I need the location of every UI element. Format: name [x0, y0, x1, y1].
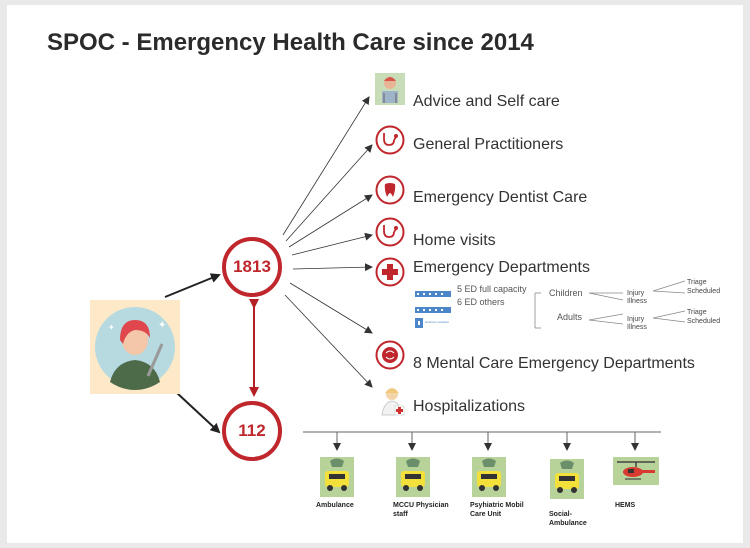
arrow-to-112 [176, 392, 221, 434]
arrow-to-1813 [164, 273, 221, 298]
patient-card: ✦ ✦ [90, 300, 180, 394]
ed-adults-injury: Injury [627, 316, 645, 323]
physician-car-icon [396, 457, 430, 497]
vehicle-label-ambulance: Ambulance [316, 502, 354, 509]
helicopter-icon [613, 457, 659, 485]
service-label-home: Home visits [413, 232, 496, 249]
stethoscope-icon [375, 217, 405, 247]
ed-children: Children [549, 288, 583, 298]
vehicle-label-psychiatric: Psyhiatric Mobil Care Unit [470, 502, 524, 518]
ed-adults-scheduled: Scheduled [687, 318, 721, 325]
vehicle-label-mccu: MCCU Physician staff [393, 502, 449, 518]
service-label-hospitalizations: Hospitalizations [413, 398, 526, 415]
slide: SPOC - Emergency Health Care since 2014 [7, 5, 743, 543]
ed-adults: Adults [557, 312, 583, 322]
svg-text:✦: ✦ [108, 323, 115, 332]
service-label-advice: Advice and Self care [413, 93, 560, 110]
red-cross-icon [375, 257, 405, 287]
social-ambulance-icon [550, 459, 584, 499]
self-care-icon [375, 73, 405, 105]
node-112: 112 [222, 401, 282, 461]
ed-children-scheduled: Scheduled [687, 288, 721, 295]
connector-arrows [164, 96, 686, 451]
ambulance-icon [320, 457, 354, 497]
service-label-dentist: Emergency Dentist Care [413, 189, 588, 206]
node-1813: 1813 [222, 237, 282, 297]
svg-text:✦: ✦ [158, 320, 166, 331]
service-label-ed: Emergency Departments [413, 259, 590, 276]
vehicle-label-social: Social-Ambulance [549, 511, 587, 527]
service-label-mental: 8 Mental Care Emergency Departments [413, 355, 695, 372]
nurse-icon [379, 385, 409, 417]
service-label-gp: General Practitioners [413, 136, 564, 153]
patient-icon: ✦ ✦ [95, 307, 175, 390]
hospital-caption: Hvidovre Hospital [425, 320, 449, 324]
stethoscope-icon [375, 125, 405, 155]
ed-adults-triage: Triage [687, 309, 707, 316]
ed-others: 6 ED others [457, 297, 505, 307]
ed-children-illness: Illness [627, 298, 647, 305]
vehicle-label-hems: HEMS [615, 502, 636, 509]
page-title: SPOC - Emergency Health Care since 2014 [47, 29, 534, 56]
tooth-icon [375, 175, 405, 205]
ed-children-triage: Triage [687, 279, 707, 286]
hospital-icon [415, 291, 451, 328]
ed-adults-illness: Illness [627, 324, 647, 331]
psychiatric-car-icon [472, 457, 506, 497]
ed-children-injury: Injury [627, 290, 645, 297]
brain-icon [375, 340, 405, 370]
ed-full-capacity: 5 ED full capacity [457, 284, 527, 294]
